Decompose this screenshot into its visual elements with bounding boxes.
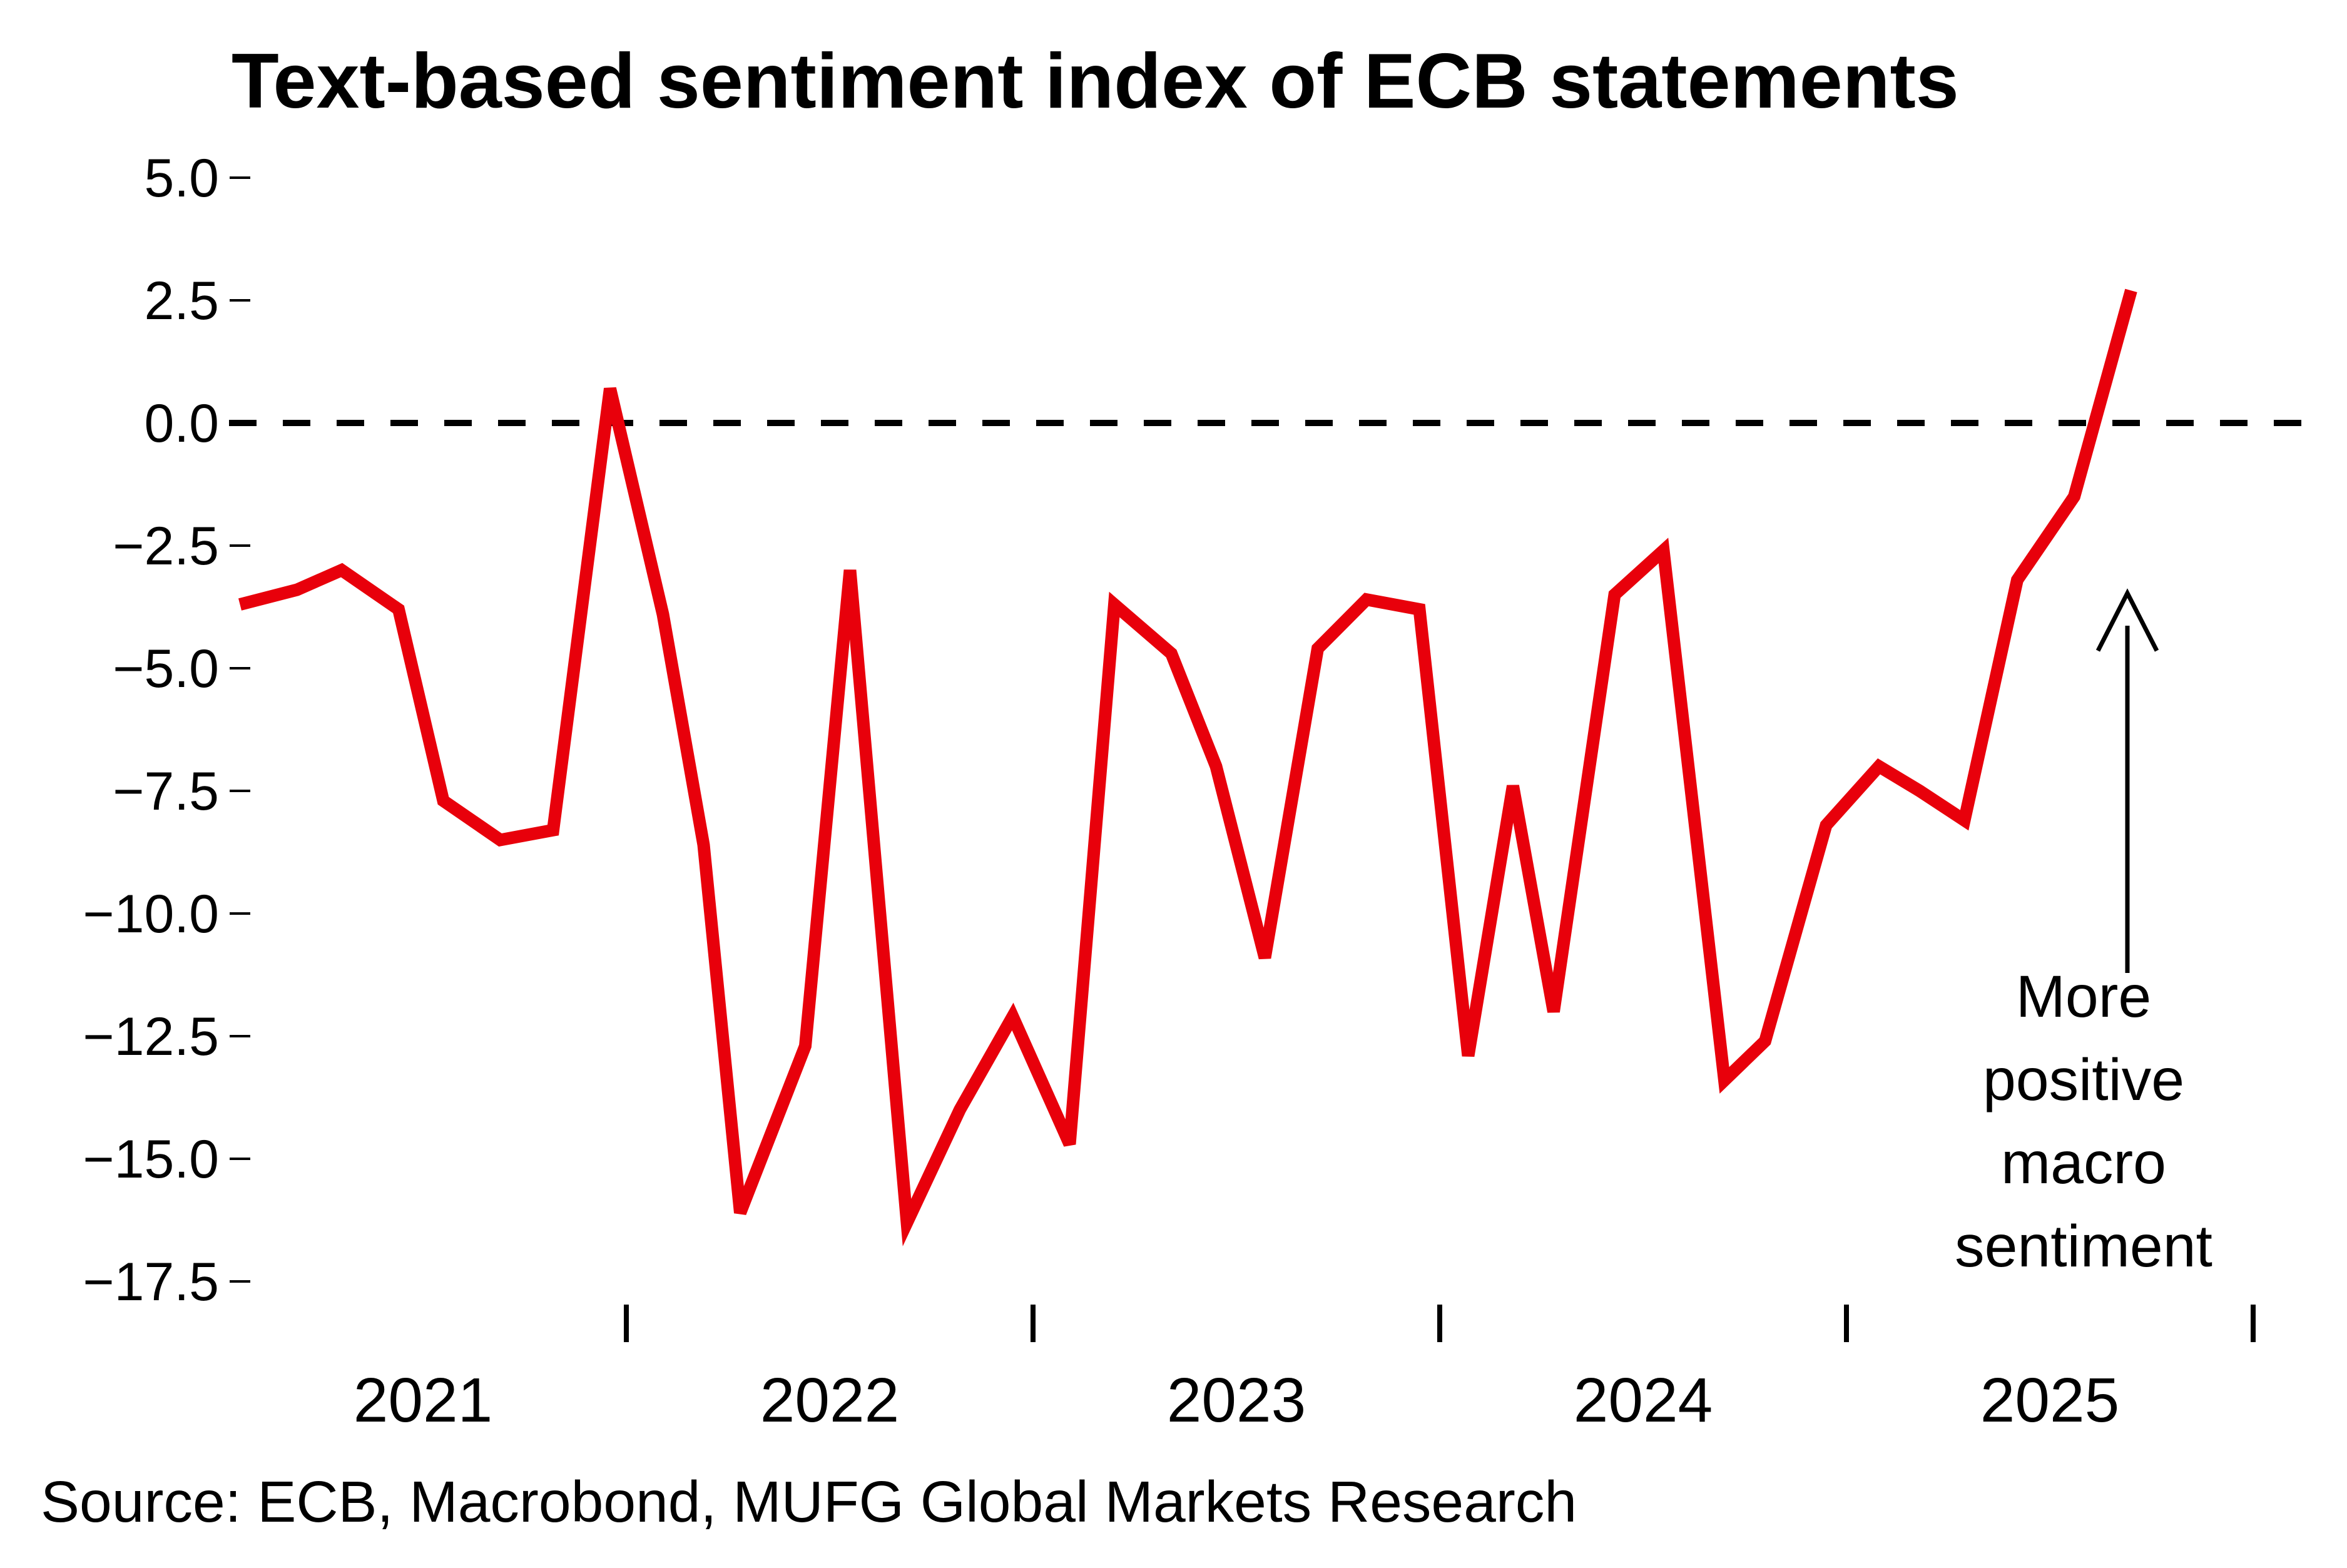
x-tick-label: 2025 xyxy=(1980,1365,2119,1435)
annotation-line: macro xyxy=(2001,1130,2166,1196)
y-tick-label: −17.5 xyxy=(83,1252,219,1312)
x-tick-label: 2021 xyxy=(354,1365,492,1435)
y-axis-ticks: 5.0 2.5 0.0 −2.5 −5.0 −7.5 −10.0 −12.5 −15.0 −17.… xyxy=(83,148,250,1312)
x-tick-label: 2023 xyxy=(1167,1365,1306,1435)
annotation-group: More positive macro sentiment xyxy=(1955,588,2212,1280)
y-tick-label: −7.5 xyxy=(113,761,219,822)
x-tick-label: 2022 xyxy=(760,1365,899,1435)
y-tick-label: −12.5 xyxy=(83,1007,219,1067)
y-tick-label: −10.0 xyxy=(83,884,219,944)
sentiment-line-series xyxy=(238,288,2137,1246)
x-axis-ticks: 2021 2022 2023 2024 2025 xyxy=(354,1305,2256,1435)
up-arrow-head-icon xyxy=(2095,588,2159,652)
y-tick-label: −2.5 xyxy=(113,516,219,576)
y-tick-label: 2.5 xyxy=(144,271,219,331)
y-tick-label: 5.0 xyxy=(144,148,219,208)
x-tick-label: 2024 xyxy=(1574,1365,1713,1435)
y-tick-label: −15.0 xyxy=(83,1129,219,1189)
annotation-line: More xyxy=(2016,964,2151,1030)
annotation-line: sentiment xyxy=(1955,1213,2212,1280)
y-tick-label: −5.0 xyxy=(113,639,219,699)
chart-title: Text-based sentiment index of ECB statem… xyxy=(232,38,1959,125)
annotation-line: positive xyxy=(1983,1047,2184,1113)
annotation-text: More positive macro sentiment xyxy=(1955,964,2212,1280)
source-caption: Source: ECB, Macrobond, MUFG Global Mark… xyxy=(41,1469,1577,1534)
y-tick-label: 0.0 xyxy=(144,394,219,454)
